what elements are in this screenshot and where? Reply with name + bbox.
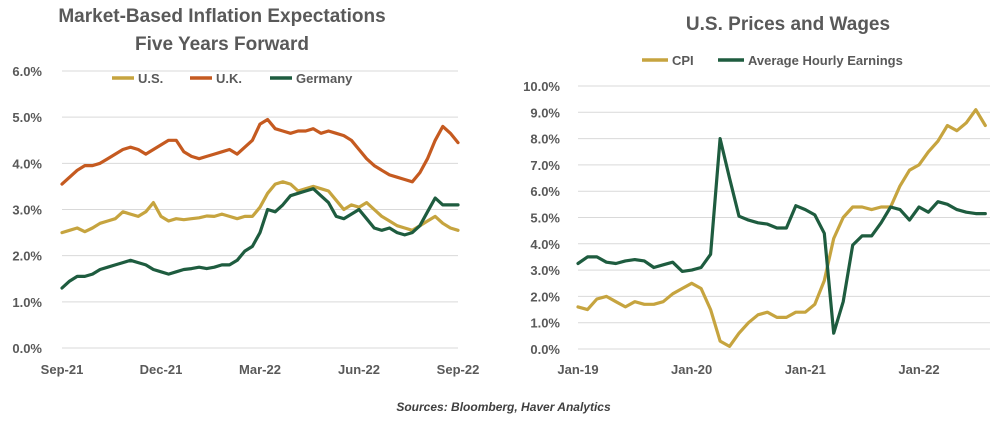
y-tick-label: 1.0% [530,316,560,331]
x-tick-label: Jan-21 [785,362,826,377]
series-line-u-s- [60,180,460,235]
legend-label: CPI [672,53,694,68]
y-tick-label: 1.0% [12,295,42,310]
x-tick-label: Mar-22 [239,362,281,377]
y-tick-label: 2.0% [530,289,560,304]
x-tick-label: Jan-22 [898,362,939,377]
chart-title: Five Years Forward [135,34,309,55]
y-tick-label: 9.0% [530,105,560,120]
series-line-germany [60,187,460,290]
legend-item: Average Hourly Earnings [718,53,903,68]
y-tick-label: 4.0% [530,237,560,252]
y-tick-label: 5.0% [530,211,560,226]
y-tick-label: 3.0% [530,263,560,278]
x-tick-label: Sep-22 [437,362,480,377]
chart-2: U.S. Prices and Wages 0.0% 1.0% 2.0% 3.0% 4.0… [523,14,990,377]
x-tick-label: Dec-21 [140,362,183,377]
legend-item: Germany [270,71,353,86]
series-line-average-hourly-earnings [576,137,987,335]
y-tick-label: 4.0% [12,156,42,171]
legend-label: Germany [296,71,353,86]
legend-item: CPI [642,53,694,68]
legend-label: Average Hourly Earnings [748,53,903,68]
y-tick-label: 10.0% [523,79,560,94]
series-line-cpi [576,108,987,348]
series-line-u-k- [60,117,460,186]
x-tick-label: Jun-22 [338,362,380,377]
legend-item: U.S. [112,71,163,86]
y-tick-label: 2.0% [12,249,42,264]
chart-title: U.S. Prices and Wages [686,14,890,35]
y-tick-label: 3.0% [12,203,42,218]
legend-item: U.K. [190,71,242,86]
legend-label: U.K. [216,71,242,86]
legend-label: U.S. [138,71,163,86]
y-tick-label: 6.0% [12,64,42,79]
chart-1: Market-Based Inflation Expectations Five … [12,6,479,377]
x-tick-label: Jan-19 [557,362,598,377]
charts-canvas: Market-Based Inflation Expectations Five … [12,6,990,377]
chart-title: Market-Based Inflation Expectations [58,6,385,27]
y-tick-label: 6.0% [530,184,560,199]
y-tick-label: 0.0% [530,342,560,357]
x-tick-label: Jan-20 [671,362,712,377]
y-tick-label: 7.0% [530,158,560,173]
source-note: Sources: Bloomberg, Haver Analytics [396,400,611,414]
y-tick-label: 0.0% [12,341,42,356]
y-tick-label: 5.0% [12,110,42,125]
y-tick-label: 8.0% [530,132,560,147]
x-tick-label: Sep-21 [41,362,84,377]
